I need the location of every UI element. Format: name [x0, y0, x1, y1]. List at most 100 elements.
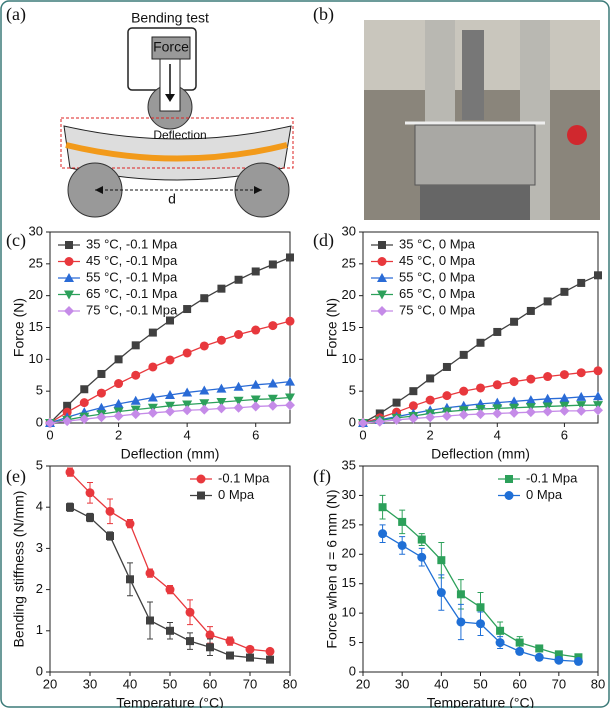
legend-label: 55 °C, 0 Mpa	[399, 269, 476, 284]
marker	[526, 374, 536, 384]
marker	[186, 637, 194, 646]
marker	[476, 383, 485, 393]
x-tick-label: 30	[395, 676, 409, 691]
legend-marker	[64, 257, 74, 266]
marker	[126, 575, 134, 584]
x-tick-label: 20	[43, 676, 57, 691]
marker	[97, 369, 106, 378]
marker	[525, 407, 536, 418]
marker	[515, 646, 525, 656]
y-tick-label: 0	[36, 414, 43, 429]
marker	[165, 401, 175, 411]
marker	[165, 406, 175, 417]
marker	[114, 379, 124, 389]
marker	[459, 386, 469, 396]
y-tick-label: 1	[36, 622, 43, 637]
legend-marker	[64, 306, 74, 316]
marker	[234, 330, 244, 340]
arrow-head	[254, 186, 262, 194]
legend-label: 45 °C, -0.1 Mpa	[86, 253, 178, 268]
y-axis-label: Force (N)	[324, 298, 340, 357]
y-tick-label: 0	[36, 663, 43, 678]
deflection-text: Deflection	[153, 128, 206, 142]
fixture	[414, 124, 536, 186]
y-tick-label: 15	[342, 575, 356, 590]
beam	[63, 125, 292, 181]
y-tick-label: 15	[342, 319, 356, 334]
marker	[148, 328, 157, 337]
marker	[285, 316, 295, 326]
arrow-head	[95, 186, 103, 194]
marker	[85, 488, 95, 498]
legend-label: 0 Mpa	[218, 487, 255, 502]
legend-label: 75 °C, 0 Mpa	[399, 302, 476, 317]
marker	[286, 253, 294, 262]
marker	[593, 405, 603, 416]
marker	[165, 585, 175, 595]
marker	[476, 338, 485, 347]
x-axis-label: Temperature (°C)	[427, 695, 535, 708]
legend-marker	[64, 273, 74, 282]
marker	[509, 396, 520, 406]
legend-marker	[65, 241, 73, 249]
panel-label: (a)	[6, 4, 26, 25]
y-tick-label: 20	[342, 546, 356, 561]
marker	[559, 405, 570, 416]
x-axis-label: Deflection (mm)	[121, 446, 220, 462]
y-tick-label: 0	[349, 663, 356, 678]
stop-button	[567, 125, 587, 145]
marker	[96, 412, 107, 423]
x-tick-label: 70	[552, 676, 566, 691]
x-tick-label: 6	[252, 427, 259, 442]
legend-label: 55 °C, -0.1 Mpa	[86, 269, 178, 284]
y-tick-label: 5	[349, 383, 356, 398]
y-axis-label: Force when d = 6 mm (N)	[324, 489, 340, 648]
marker	[165, 389, 175, 399]
marker	[576, 401, 587, 411]
marker	[459, 350, 468, 359]
marker	[182, 348, 192, 358]
marker	[594, 271, 602, 280]
marker	[358, 418, 368, 428]
marker	[509, 407, 520, 418]
legend-label: 65 °C, -0.1 Mpa	[86, 286, 178, 301]
marker	[199, 341, 209, 351]
marker	[391, 414, 402, 425]
x-tick-label: 4	[494, 427, 501, 442]
x-tick-label: 2	[115, 427, 122, 442]
marker	[576, 368, 586, 378]
reference-box	[60, 117, 294, 169]
marker	[458, 409, 469, 420]
marker	[166, 626, 174, 635]
marker	[216, 383, 227, 393]
y-axis-label: Force (N)	[11, 298, 27, 357]
marker	[251, 267, 260, 276]
marker	[417, 535, 426, 544]
marker	[86, 513, 94, 522]
marker	[425, 412, 436, 423]
marker	[250, 379, 261, 389]
marker	[535, 644, 544, 653]
marker	[113, 398, 124, 408]
y-tick-label: 10	[29, 351, 43, 366]
marker	[426, 374, 435, 383]
marker	[216, 403, 227, 414]
marker	[526, 306, 535, 315]
marker	[442, 362, 451, 371]
marker	[409, 387, 418, 396]
marker	[225, 636, 235, 646]
marker	[441, 410, 452, 421]
marker	[442, 391, 452, 401]
marker	[285, 376, 295, 386]
marker	[79, 414, 90, 425]
marker	[267, 394, 278, 404]
marker	[285, 393, 295, 403]
marker	[408, 413, 419, 424]
y-tick-label: 20	[29, 287, 43, 302]
marker	[456, 590, 465, 599]
y-tick-label: 4	[36, 499, 43, 514]
marker	[559, 393, 570, 403]
y-tick-label: 10	[342, 351, 356, 366]
marker	[250, 401, 261, 412]
marker	[63, 401, 72, 410]
